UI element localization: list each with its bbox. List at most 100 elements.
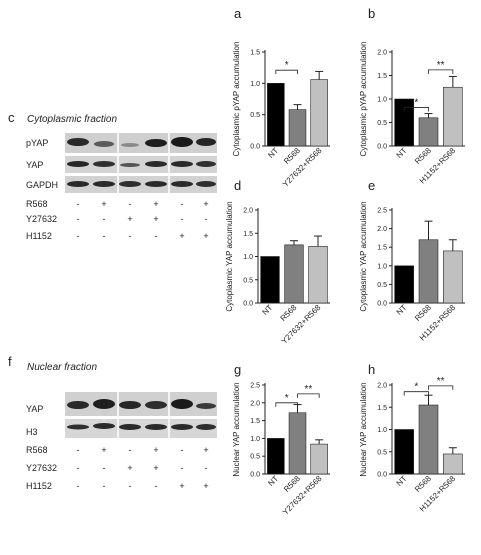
category-label: NT — [395, 474, 409, 488]
y-tick-label: 0.5 — [250, 112, 260, 119]
band-label-gapdh: GAPDH — [26, 180, 58, 190]
cond-label-r568-nuclear: R568 — [26, 445, 48, 455]
sign: - — [155, 481, 158, 491]
sign: - — [103, 463, 106, 473]
sign: - — [181, 463, 184, 473]
y-tick-label: 2.5 — [377, 208, 387, 215]
significance-label: * — [285, 393, 289, 404]
category-label: R568 — [279, 303, 299, 323]
sign: - — [77, 214, 80, 224]
y-tick-label: 1.5 — [377, 245, 387, 252]
bar-Y27632+R568 — [310, 443, 328, 475]
bar-R568 — [288, 109, 307, 147]
chart-h: h 0.0 0.5 1.0 1.5 2.0 Nuclear YAP accumulation… — [359, 362, 465, 513]
sign: + — [101, 445, 106, 455]
y-tick-label: 1.0 — [243, 254, 253, 261]
y-tick-label: 0.5 — [377, 120, 387, 127]
band — [93, 181, 115, 187]
blot-strip-yap — [65, 156, 217, 173]
sign: + — [153, 445, 158, 455]
significance-label: ** — [304, 384, 312, 395]
panel-letter-d: d — [234, 178, 241, 193]
sign: + — [203, 481, 208, 491]
sign: - — [155, 231, 158, 241]
significance-bracket — [403, 391, 429, 396]
band — [67, 161, 89, 167]
significance-bracket — [428, 69, 454, 74]
bar-H1152+R568 — [443, 453, 463, 475]
band — [145, 161, 167, 167]
panel-letter-c: c — [8, 110, 15, 125]
bar-H1152+R568 — [443, 86, 463, 147]
cond-label-h1152: H1152 — [26, 231, 52, 241]
y-tick-label: 0.5 — [377, 449, 387, 456]
sign: + — [153, 463, 158, 473]
category-label: NT — [395, 146, 409, 160]
y-axis-label: Cytoplasmic pYAP accumulation — [232, 42, 241, 157]
sign: - — [103, 231, 106, 241]
sign: - — [103, 481, 106, 491]
category-label: Y27632+R568 — [281, 474, 324, 517]
y-tick-label: 0.0 — [377, 472, 387, 479]
y-tick-label: 1.0 — [377, 263, 387, 270]
band — [171, 137, 193, 147]
y-axis-label: Nuclear YAP accumulation — [359, 382, 368, 476]
band — [171, 181, 193, 187]
sign: - — [77, 231, 80, 241]
y-tick-label: 0.5 — [243, 277, 253, 284]
y-axis-label: Cytoplasmic pYAP accumulation — [359, 42, 368, 157]
blot-strip-gapdh — [65, 176, 217, 193]
sign: - — [205, 463, 208, 473]
sign: + — [153, 214, 158, 224]
y-tick-label: 2.0 — [243, 208, 253, 215]
significance-bracket — [403, 107, 429, 112]
band — [67, 401, 89, 409]
band — [145, 139, 167, 147]
cond-label-y27632-nuclear: Y27632 — [26, 463, 57, 473]
band — [94, 141, 114, 147]
sign: + — [203, 199, 208, 209]
bar-R568 — [288, 412, 307, 475]
y-tick-label: 0.0 — [377, 144, 387, 151]
blot-panel-c: c Cytoplasmic fraction pYAP YAP GAPDH — [8, 110, 217, 241]
y-tick-label: 1.0 — [250, 436, 260, 443]
band — [171, 399, 193, 409]
y-tick-label: 1.0 — [377, 97, 387, 104]
sign: + — [179, 231, 184, 241]
band — [196, 424, 216, 430]
sign: + — [127, 463, 132, 473]
band-label-yap-nuclear: YAP — [26, 404, 43, 414]
band — [67, 181, 89, 187]
band — [93, 161, 115, 167]
sign: - — [181, 445, 184, 455]
panel-letter-b: b — [368, 6, 375, 21]
bar-R568 — [418, 117, 439, 147]
sign: - — [205, 214, 208, 224]
y-tick-label: 1.0 — [377, 427, 387, 434]
bar-charts: a 0.0 0.5 1.0 1.5 Cytoplasmic pYAP accumulati… — [225, 6, 465, 517]
y-tick-label: 2.0 — [377, 383, 387, 390]
band — [93, 399, 115, 409]
significance-bracket — [275, 69, 298, 75]
band — [171, 161, 193, 167]
band-label-pyap: pYAP — [26, 138, 48, 148]
sign: + — [203, 445, 208, 455]
y-axis-label: Cytoplasmic YAP accumulation — [225, 201, 234, 311]
category-label: NT — [261, 303, 275, 317]
band — [196, 181, 216, 187]
band — [145, 181, 167, 187]
sign: + — [179, 481, 184, 491]
band — [196, 161, 216, 167]
y-tick-label: 0.0 — [250, 472, 260, 479]
bar-NT — [394, 429, 414, 475]
y-tick-label: 0.0 — [250, 144, 260, 151]
y-tick-label: 1.0 — [250, 81, 260, 88]
cond-label-h1152-nuclear: H1152 — [26, 481, 52, 491]
cond-label-y27632: Y27632 — [26, 214, 57, 224]
bar-R568 — [284, 244, 304, 304]
band-label-yap: YAP — [26, 160, 43, 170]
bar-NT — [267, 83, 285, 147]
category-label: Y27632+R568 — [281, 146, 324, 189]
sign-row-c-y27632: - - + + - - — [77, 214, 208, 224]
significance-label: ** — [437, 60, 445, 71]
